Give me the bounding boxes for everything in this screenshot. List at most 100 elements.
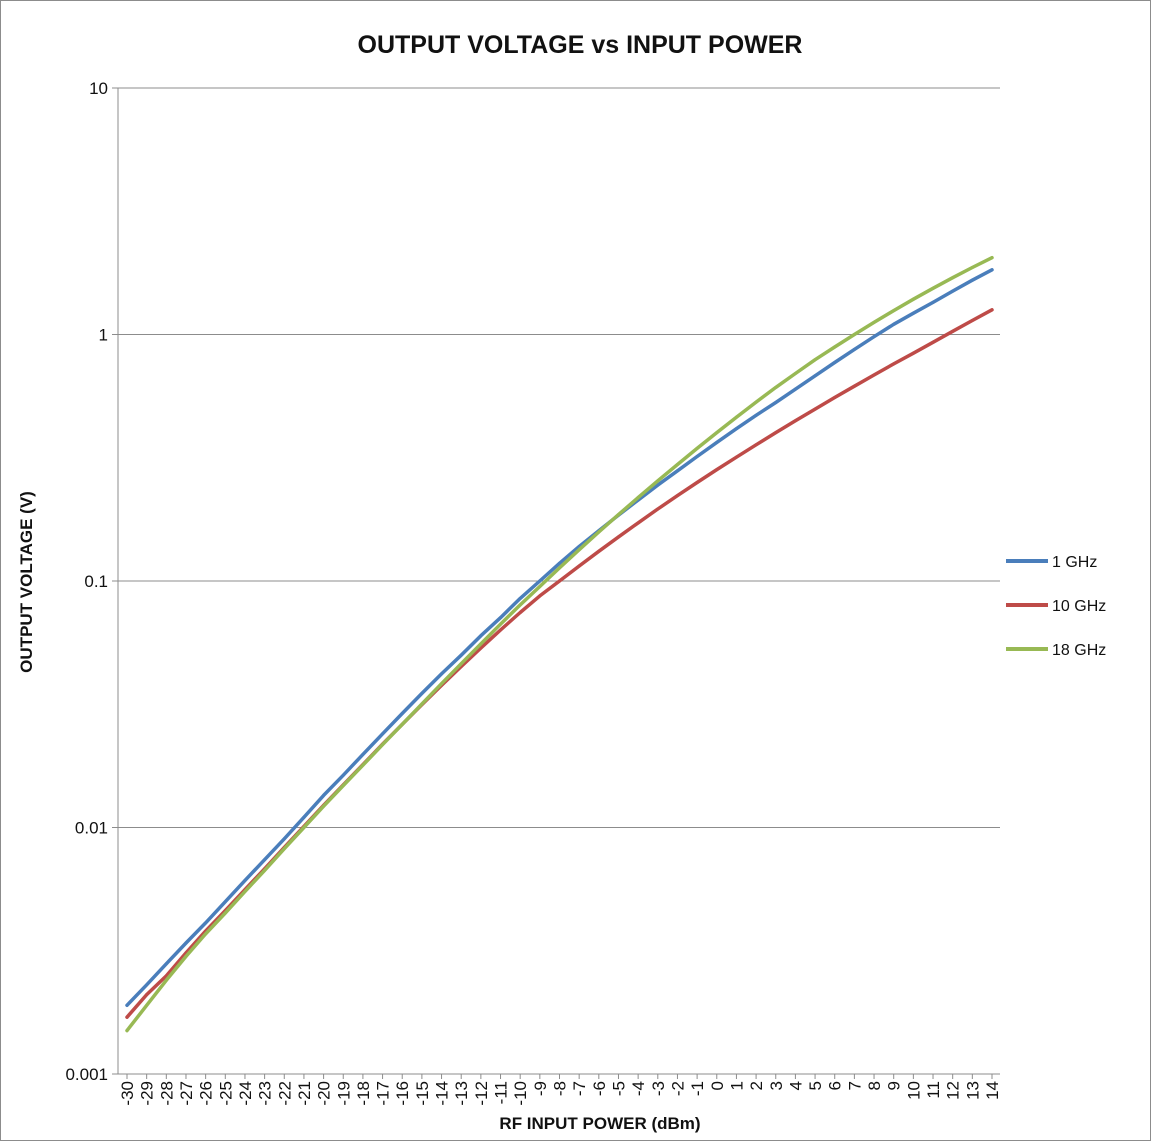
data-point: [538, 584, 542, 588]
data-point: [656, 479, 660, 483]
y-tick-labels: 0.001 0.01 0.1 1 10: [65, 79, 108, 1084]
data-point: [892, 362, 896, 366]
data-point: [164, 962, 168, 966]
data-point: [675, 462, 679, 466]
data-point: [263, 868, 267, 872]
data-point: [695, 480, 699, 484]
x-tick-label: 7: [845, 1081, 864, 1090]
data-point: [734, 427, 738, 431]
data-point: [263, 858, 267, 862]
data-point: [715, 431, 719, 435]
data-point: [459, 653, 463, 657]
x-tick-label: 14: [983, 1081, 1002, 1100]
data-point: [459, 662, 463, 666]
y-tick-label: 0.1: [84, 572, 108, 591]
data-point: [577, 564, 581, 568]
x-tick-label: -25: [216, 1081, 235, 1106]
data-point: [931, 286, 935, 290]
data-point: [931, 300, 935, 304]
data-point: [302, 826, 306, 829]
data-point: [616, 535, 620, 539]
data-point: [479, 642, 483, 646]
data-point: [145, 1003, 149, 1007]
y-tick-label: 10: [89, 79, 108, 98]
x-tick-label: 5: [806, 1081, 825, 1090]
legend: 1 GHz 10 GHz 18 GHz: [1006, 554, 1106, 659]
x-tick-label: -15: [413, 1081, 432, 1106]
series-line-1: [125, 308, 994, 1019]
x-tick-label: -2: [668, 1081, 687, 1096]
data-point: [518, 596, 522, 600]
data-point: [990, 308, 994, 312]
data-point: [675, 494, 679, 498]
x-axis-title: RF INPUT POWER (dBm): [499, 1114, 700, 1133]
data-point: [892, 309, 896, 313]
data-point: [793, 419, 797, 423]
x-tick-label: 13: [963, 1081, 982, 1100]
data-point: [518, 603, 522, 607]
data-point: [872, 373, 876, 377]
y-tick-label: 0.001: [65, 1065, 108, 1084]
data-point: [911, 311, 915, 315]
x-tick-label: -21: [295, 1081, 314, 1106]
data-point: [715, 468, 719, 472]
data-point: [558, 566, 561, 570]
data-point: [400, 722, 404, 726]
x-tick-label: -12: [472, 1081, 491, 1106]
data-point: [774, 385, 778, 389]
data-point: [636, 521, 640, 525]
x-tick-label: -9: [531, 1081, 550, 1096]
x-tick-label: -7: [570, 1081, 589, 1096]
data-point: [223, 911, 227, 915]
data-point: [125, 1029, 129, 1033]
data-point: [774, 400, 778, 404]
data-point: [302, 815, 306, 819]
data-point: [420, 691, 424, 695]
data-point: [813, 358, 817, 362]
x-tick-label: 8: [865, 1081, 884, 1090]
data-point: [636, 496, 640, 500]
data-point: [499, 628, 503, 632]
data-point: [125, 1003, 129, 1007]
x-tick-label: 9: [885, 1081, 904, 1090]
x-tick-label: -30: [118, 1081, 137, 1106]
data-point: [833, 360, 837, 364]
x-tick-label: -6: [590, 1081, 609, 1096]
series-line-2: [125, 255, 994, 1033]
data-point: [322, 793, 326, 797]
data-point: [440, 672, 444, 676]
x-tick-label: -10: [511, 1081, 530, 1106]
x-tick-label: 10: [904, 1081, 923, 1100]
x-tick-label: -4: [629, 1081, 648, 1096]
data-point: [361, 763, 365, 767]
legend-label: 18 GHz: [1052, 642, 1106, 659]
data-point: [282, 837, 286, 841]
data-point: [656, 507, 660, 511]
data-point: [440, 682, 444, 686]
data-point: [499, 622, 503, 626]
data-point: [597, 530, 601, 534]
data-point: [813, 407, 817, 411]
data-point: [754, 400, 758, 404]
x-tick-label: -8: [551, 1081, 570, 1096]
data-point: [852, 333, 856, 336]
data-point: [793, 387, 797, 391]
data-point: [813, 374, 817, 378]
data-point: [695, 454, 699, 458]
data-point: [833, 396, 837, 400]
x-tick-label: 12: [944, 1081, 963, 1100]
data-point: [695, 446, 699, 450]
data-point: [597, 549, 601, 553]
data-point: [852, 384, 856, 388]
y-axis-title: OUTPUT VOLTAGE (V): [17, 491, 36, 673]
data-point: [538, 579, 542, 583]
x-tick-label: -17: [374, 1081, 393, 1106]
data-point: [675, 469, 679, 473]
x-tick-label: -26: [197, 1081, 216, 1106]
x-tick-label: 6: [826, 1081, 845, 1090]
legend-label: 1 GHz: [1052, 554, 1097, 571]
x-tick-label: -19: [334, 1081, 353, 1106]
data-point: [911, 297, 915, 301]
data-point: [518, 611, 522, 615]
